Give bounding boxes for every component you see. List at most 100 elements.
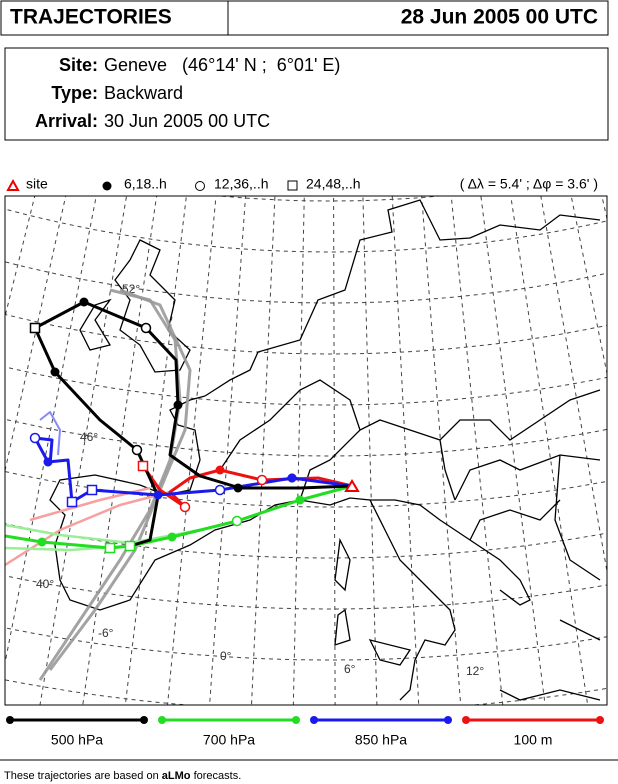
trajectories xyxy=(5,288,360,681)
parallel xyxy=(5,627,607,661)
meridian xyxy=(5,196,36,319)
marker-12h xyxy=(214,484,226,496)
date: 28 Jun 2005 00 UTC xyxy=(401,6,598,29)
meridian xyxy=(5,196,97,666)
marker-6h xyxy=(43,457,53,467)
info-value: Backward xyxy=(104,83,183,103)
graticule-label: 46° xyxy=(80,430,98,444)
trajectory xyxy=(48,288,192,671)
trajectory xyxy=(39,411,61,456)
meridian xyxy=(209,196,247,705)
parallel xyxy=(5,523,607,559)
graticule: 52°46°40°-6°0°6° 12° xyxy=(5,115,618,745)
footer: These trajectories are based on aLMo for… xyxy=(4,770,241,782)
marker-12h xyxy=(256,474,268,486)
marker-24h xyxy=(104,542,116,554)
footer-suffix: forecasts. xyxy=(194,770,242,782)
info-label: Site: xyxy=(59,55,98,75)
marker-12h xyxy=(140,322,152,334)
legend-6: 6,18..h xyxy=(124,176,167,192)
graticule-label: 0° xyxy=(220,649,232,663)
marker-24h xyxy=(29,322,41,334)
legend: site 6,18..h 12,36,..h 24,48,..h ( Δλ = … xyxy=(6,176,598,192)
site-icon xyxy=(6,178,20,191)
trajectory xyxy=(5,484,353,550)
info-box xyxy=(4,47,609,141)
title: TRAJECTORIES xyxy=(10,6,172,29)
map-frame xyxy=(4,195,608,706)
parallel xyxy=(5,313,607,355)
meridian xyxy=(251,196,276,705)
info: Site: Geneve (46°14' N ; 6°01' E) Type: Bac… xyxy=(35,55,340,131)
marker-24h xyxy=(66,496,78,508)
meridian xyxy=(292,196,305,705)
circle-icon xyxy=(195,181,205,191)
parallel xyxy=(5,261,607,304)
square-icon xyxy=(287,180,298,191)
marker-6h xyxy=(50,367,60,377)
marker-6h xyxy=(79,297,89,307)
info-label: Type: xyxy=(51,83,98,103)
marker-6h xyxy=(37,537,47,547)
level-name: 100 m xyxy=(514,732,553,748)
parallel xyxy=(5,575,607,610)
level-name: 700 hPa xyxy=(203,732,255,748)
level-legend: 500 hPa 700 hPa 850 hPa 100 m xyxy=(6,716,604,748)
graticule-label: 40° xyxy=(36,577,54,591)
legend-12: 12,36,..h xyxy=(214,176,269,192)
meridian xyxy=(601,196,607,221)
meridian xyxy=(480,196,546,705)
level-name: 500 hPa xyxy=(51,732,103,748)
trajectory xyxy=(38,288,182,681)
graticule-label: 6° xyxy=(344,662,356,676)
parallel xyxy=(5,679,607,705)
meridian xyxy=(570,196,607,377)
legend-24: 24,48,..h xyxy=(306,176,361,192)
level-end xyxy=(6,716,14,724)
coastlines xyxy=(49,199,601,701)
meridian xyxy=(362,196,378,705)
marker-6h xyxy=(167,532,177,542)
marker-6h xyxy=(153,490,163,500)
marker-6h xyxy=(173,400,183,410)
marker-6h xyxy=(287,473,297,483)
meridian xyxy=(421,196,462,705)
header-box xyxy=(0,0,609,36)
level-end xyxy=(444,716,452,724)
level-end xyxy=(140,716,148,724)
site-marker xyxy=(344,479,360,492)
marker-24h xyxy=(86,484,98,496)
info-label: Arrival: xyxy=(35,111,98,131)
meridian xyxy=(612,115,618,745)
marker-12h xyxy=(231,515,243,527)
trajectory xyxy=(5,490,171,567)
marker-24h xyxy=(124,540,136,552)
marker-12h xyxy=(29,432,41,444)
legend-resolution: ( Δλ = 5.4' ; Δφ = 3.6' ) xyxy=(460,176,598,192)
level-name: 850 hPa xyxy=(355,732,407,748)
marker-12h xyxy=(179,501,191,513)
graticule-label: -6° xyxy=(98,626,114,640)
marker-24h xyxy=(137,460,149,472)
map: 52°46°40°-6°0°6° 12° xyxy=(5,115,618,745)
graticule-label: 12° xyxy=(466,664,484,678)
level-end xyxy=(596,716,604,724)
footer-prefix: These trajectories are based on xyxy=(4,770,159,782)
marker-6h xyxy=(233,483,243,493)
marker-12h xyxy=(131,444,143,456)
marker-6h xyxy=(215,465,225,475)
marker-6h xyxy=(295,495,305,505)
trajectory xyxy=(33,300,353,548)
meridian xyxy=(333,196,336,705)
dot-icon xyxy=(102,181,112,191)
level-end xyxy=(158,716,166,724)
legend-site: site xyxy=(26,176,48,192)
meridian xyxy=(82,196,158,705)
footer-model: aLMo xyxy=(162,770,191,782)
meridian xyxy=(391,196,420,705)
level-end xyxy=(292,716,300,724)
level-end xyxy=(310,716,318,724)
trajectory xyxy=(5,523,201,545)
level-end xyxy=(462,716,470,724)
